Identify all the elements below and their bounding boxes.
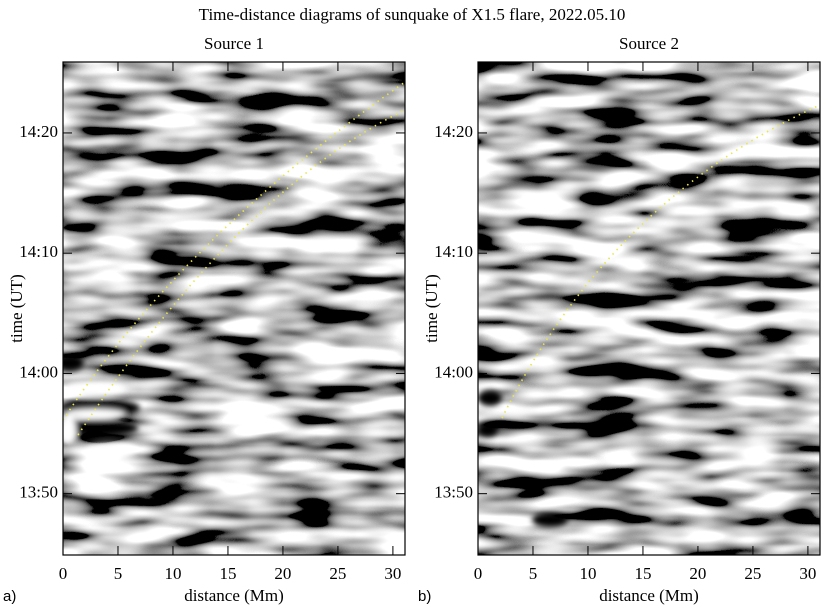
- y-tick-label: 14:10: [19, 242, 58, 261]
- x-tick-label: 25: [744, 564, 761, 583]
- x-tick-label: 30: [384, 564, 401, 583]
- x-tick-label: 25: [329, 564, 346, 583]
- x-tick-label: 5: [114, 564, 123, 583]
- panel-label: b): [418, 588, 431, 605]
- plot-frame: [62, 61, 406, 556]
- x-tick-label: 20: [274, 564, 291, 583]
- image-panel: [63, 62, 405, 555]
- x-axis-label: distance (Mm): [599, 586, 699, 605]
- y-tick-label: 13:50: [19, 483, 58, 502]
- figure-title: Time-distance diagrams of sunquake of X1…: [199, 5, 626, 24]
- x-tick-label: 15: [219, 564, 236, 583]
- x-tick-label: 0: [59, 564, 68, 583]
- x-tick-label: 5: [529, 564, 538, 583]
- panel-title: Source 2: [619, 34, 679, 53]
- y-tick-label: 14:10: [434, 242, 473, 261]
- x-axis-label: distance (Mm): [184, 586, 284, 605]
- y-tick-label: 14:00: [19, 362, 58, 381]
- plot-frame: [477, 61, 821, 556]
- y-tick-label: 14:00: [434, 362, 473, 381]
- x-tick-label: 0: [474, 564, 483, 583]
- x-tick-label: 10: [164, 564, 181, 583]
- y-tick-label: 13:50: [434, 483, 473, 502]
- x-tick-label: 15: [634, 564, 651, 583]
- x-tick-label: 10: [579, 564, 596, 583]
- y-axis-label: time (UT): [7, 274, 26, 342]
- y-tick-label: 14:20: [434, 122, 473, 141]
- y-axis-label: time (UT): [422, 274, 441, 342]
- panel-title: Source 1: [204, 34, 264, 53]
- y-tick-label: 14:20: [19, 122, 58, 141]
- x-tick-label: 20: [689, 564, 706, 583]
- x-tick-label: 30: [799, 564, 816, 583]
- panel-label: a): [3, 588, 16, 605]
- image-panel: [478, 62, 820, 555]
